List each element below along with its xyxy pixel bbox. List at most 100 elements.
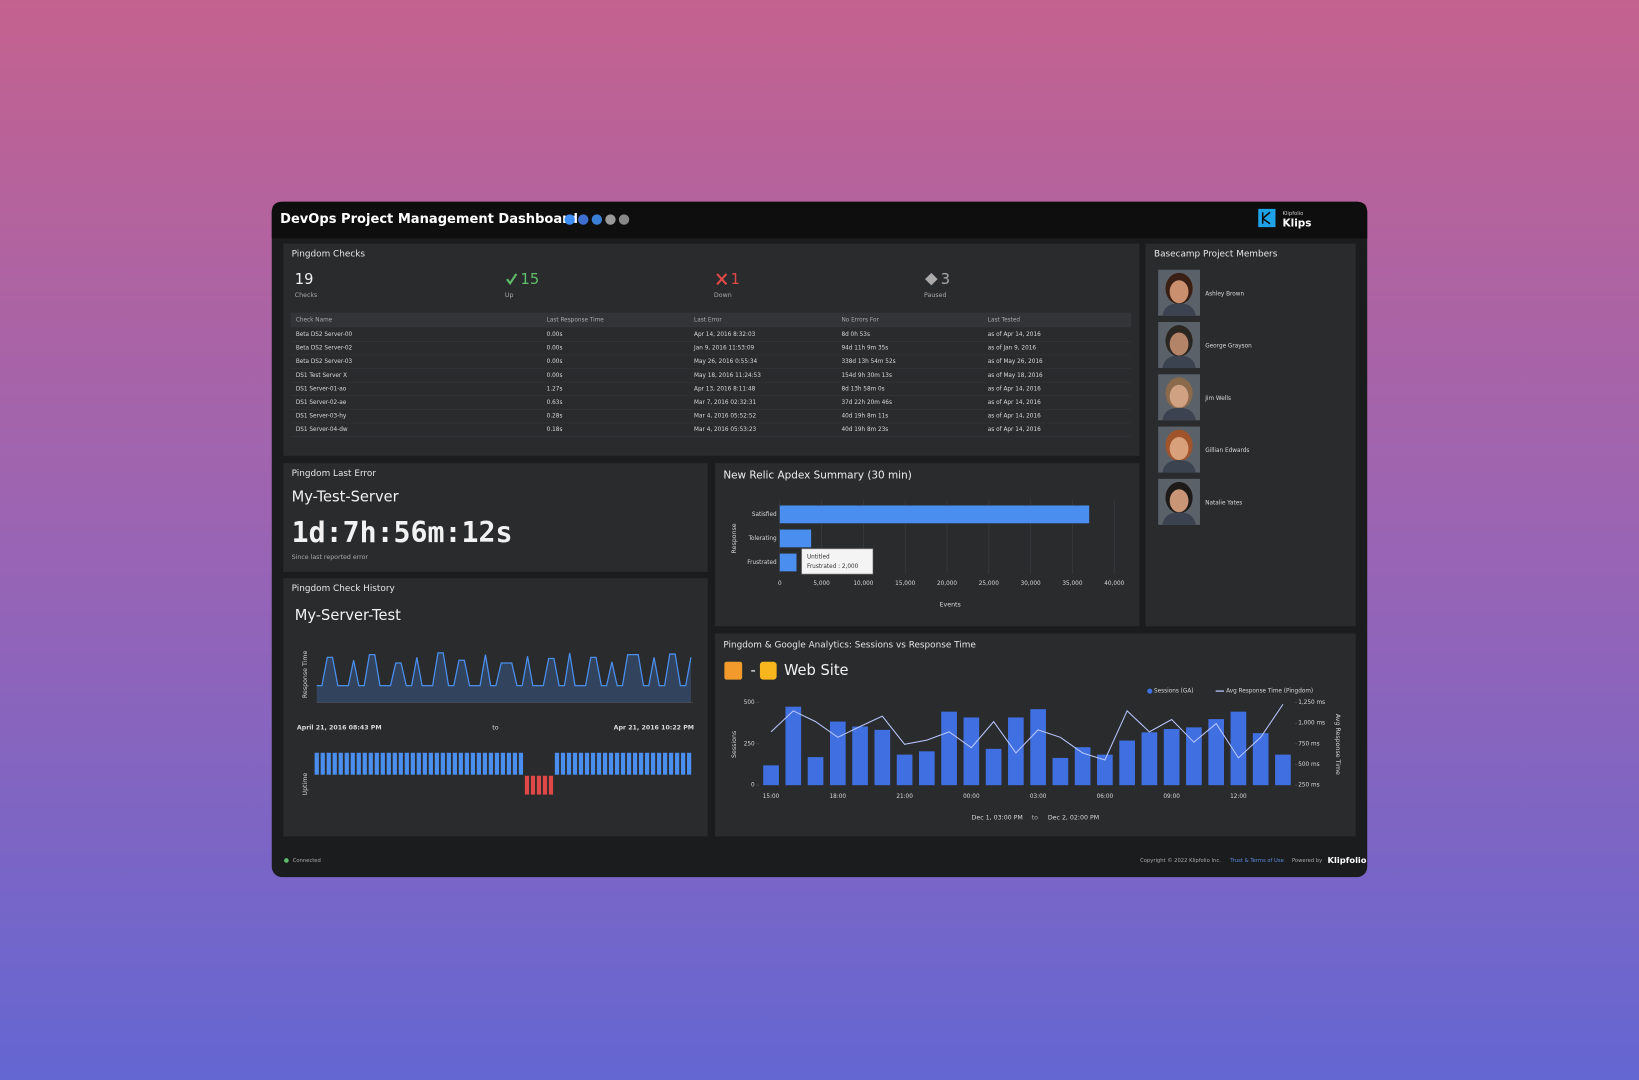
- table-cell: 154d 9h 30m 13s: [841, 373, 892, 379]
- table-cell: Apr 13, 2016 8:11:48: [694, 386, 756, 392]
- stat-label: Down: [714, 292, 732, 299]
- bar: [1163, 729, 1180, 786]
- stat-value: 15: [521, 271, 540, 288]
- avatar-body: [1162, 407, 1196, 421]
- uptime-bar: [470, 752, 475, 775]
- server-name: My-Server-Test: [295, 607, 401, 624]
- uptime-bar: [350, 752, 355, 775]
- table-cell: as of May 26, 2016: [988, 359, 1043, 365]
- terms-link[interactable]: Trust & Terms of Use: [1229, 858, 1283, 864]
- uptime-bar: [662, 752, 668, 775]
- uptime-bar: [422, 752, 427, 775]
- x-tick-label: 35,000: [1062, 581, 1082, 587]
- pingdom-icon: [759, 661, 777, 680]
- caption: Since last reported error: [292, 554, 369, 561]
- table-cell: Beta DS2 Server-03: [296, 359, 353, 365]
- avatar-face: [1169, 280, 1189, 304]
- uptime-bar: [584, 752, 590, 775]
- table-cell: as of Apr 14, 2016: [988, 332, 1041, 338]
- uptime-bar: [572, 752, 578, 775]
- separator: -: [751, 662, 756, 679]
- y2-tick-label: 250 ms: [1298, 783, 1319, 789]
- status-dot: [284, 858, 289, 863]
- table-cell: Beta DS2 Server-00: [296, 332, 353, 338]
- table-cell: DS1 Server-04-dw: [296, 427, 348, 433]
- uptime-bar: [602, 752, 608, 775]
- uptime-bar: [650, 752, 656, 775]
- x-tick-label: 40,000: [1104, 581, 1124, 587]
- avatar-body: [1162, 355, 1196, 369]
- column-header: Last Response Time: [547, 317, 605, 323]
- table-cell: DS1 Test Server X: [296, 373, 347, 379]
- uptime-bar: [518, 752, 524, 775]
- uptime-bar: [620, 752, 626, 775]
- x-tick-label: 18:00: [830, 794, 847, 800]
- x-tick-label: 21:00: [896, 794, 913, 800]
- bar: [874, 729, 891, 786]
- axis-label: Response: [731, 523, 738, 553]
- x-tick-label: 15:00: [763, 794, 780, 800]
- uptime-bar: [344, 752, 349, 775]
- uptime-bar: [626, 752, 632, 775]
- bar: [896, 754, 913, 786]
- table-cell: 37d 22h 20m 46s: [841, 400, 892, 406]
- uptime-bar: [614, 752, 620, 775]
- uptime-bar: [398, 752, 403, 775]
- range-start: April 21, 2016 08:43 PM: [297, 725, 382, 732]
- table-cell: DS1 Server-01-ao: [296, 386, 347, 392]
- bar: [1186, 727, 1202, 786]
- server-name: My-Test-Server: [292, 489, 400, 506]
- bar: [807, 757, 824, 786]
- bar: [785, 706, 802, 786]
- uptime-bar: [332, 752, 337, 775]
- uptime-bar: [362, 752, 367, 775]
- bar: [1097, 754, 1113, 786]
- table-cell: 0.63s: [547, 400, 563, 406]
- uptime-bar: [326, 752, 331, 775]
- table-cell: 0.00s: [547, 346, 563, 352]
- table-cell: DS1 Server-03-hy: [296, 414, 347, 420]
- x-tick-label: 25,000: [979, 581, 999, 587]
- table-cell: May 18, 2016 11:24:53: [694, 373, 761, 379]
- table-cell: 94d 11h 9m 35s: [841, 346, 888, 352]
- y-tick-label: 250: [744, 741, 755, 747]
- table-cell: as of Apr 14, 2016: [988, 414, 1041, 420]
- axis-label: Sessions: [731, 731, 738, 758]
- uptime-bar: [464, 752, 469, 775]
- panel-title: Pingdom & Google Analytics: Sessions vs …: [723, 641, 976, 651]
- avatar-body: [1162, 303, 1196, 316]
- column-header: No Errors For: [841, 317, 879, 323]
- uptime-bar: [452, 752, 457, 775]
- table-cell: DS1 Server-02-ae: [296, 400, 347, 406]
- history-chart: [314, 652, 694, 795]
- uptime-bar: [542, 775, 548, 795]
- x-tick-label: 15,000: [895, 581, 915, 587]
- uptime-bar: [687, 752, 692, 775]
- x-tick-label: 0: [778, 581, 782, 587]
- uptime-bar: [314, 752, 319, 775]
- axis-label: Uptime: [302, 773, 309, 796]
- uptime-bar: [488, 752, 494, 775]
- stat-label: Paused: [924, 292, 946, 299]
- avatar-face: [1169, 489, 1189, 513]
- table-cell: 0.28s: [547, 414, 563, 420]
- uptime-bar: [320, 752, 325, 775]
- member-list: Ashley Brown George Grayson Jim Wells Gilli…: [1158, 269, 1252, 525]
- column-header: Check Name: [296, 317, 333, 323]
- avatar-face: [1169, 437, 1189, 461]
- uptime-bar: [416, 752, 421, 775]
- bar: [1074, 747, 1091, 786]
- bar: [1141, 732, 1158, 786]
- table-cell: as of Jan 9, 2016: [988, 346, 1037, 352]
- panel-title: Pingdom Check History: [292, 584, 395, 594]
- axis-label: Avg Response Time: [1334, 714, 1341, 775]
- x-tick-label: 20,000: [937, 581, 957, 587]
- brand-logo: [1256, 207, 1278, 229]
- avatar-face: [1169, 332, 1189, 356]
- bar: [1275, 754, 1291, 786]
- bar: [985, 748, 1002, 786]
- table-cell: 8d 13h 58m 0s: [841, 386, 884, 392]
- uptime-bar: [440, 752, 445, 775]
- axis-label: Response Time: [302, 650, 309, 698]
